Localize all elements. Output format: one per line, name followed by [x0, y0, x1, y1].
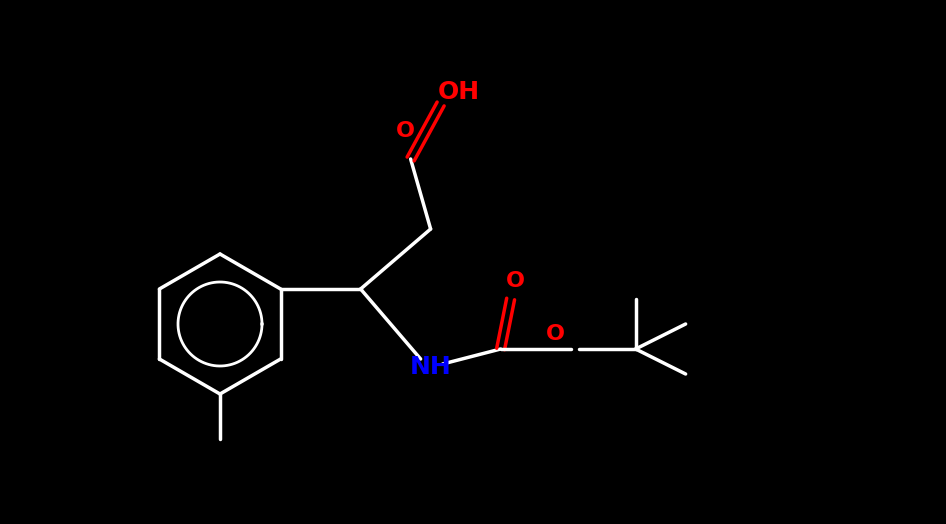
Text: O: O	[506, 271, 525, 291]
Text: O: O	[396, 121, 415, 141]
Text: OH: OH	[438, 80, 480, 104]
Text: NH: NH	[410, 355, 451, 379]
Text: O: O	[546, 324, 565, 344]
